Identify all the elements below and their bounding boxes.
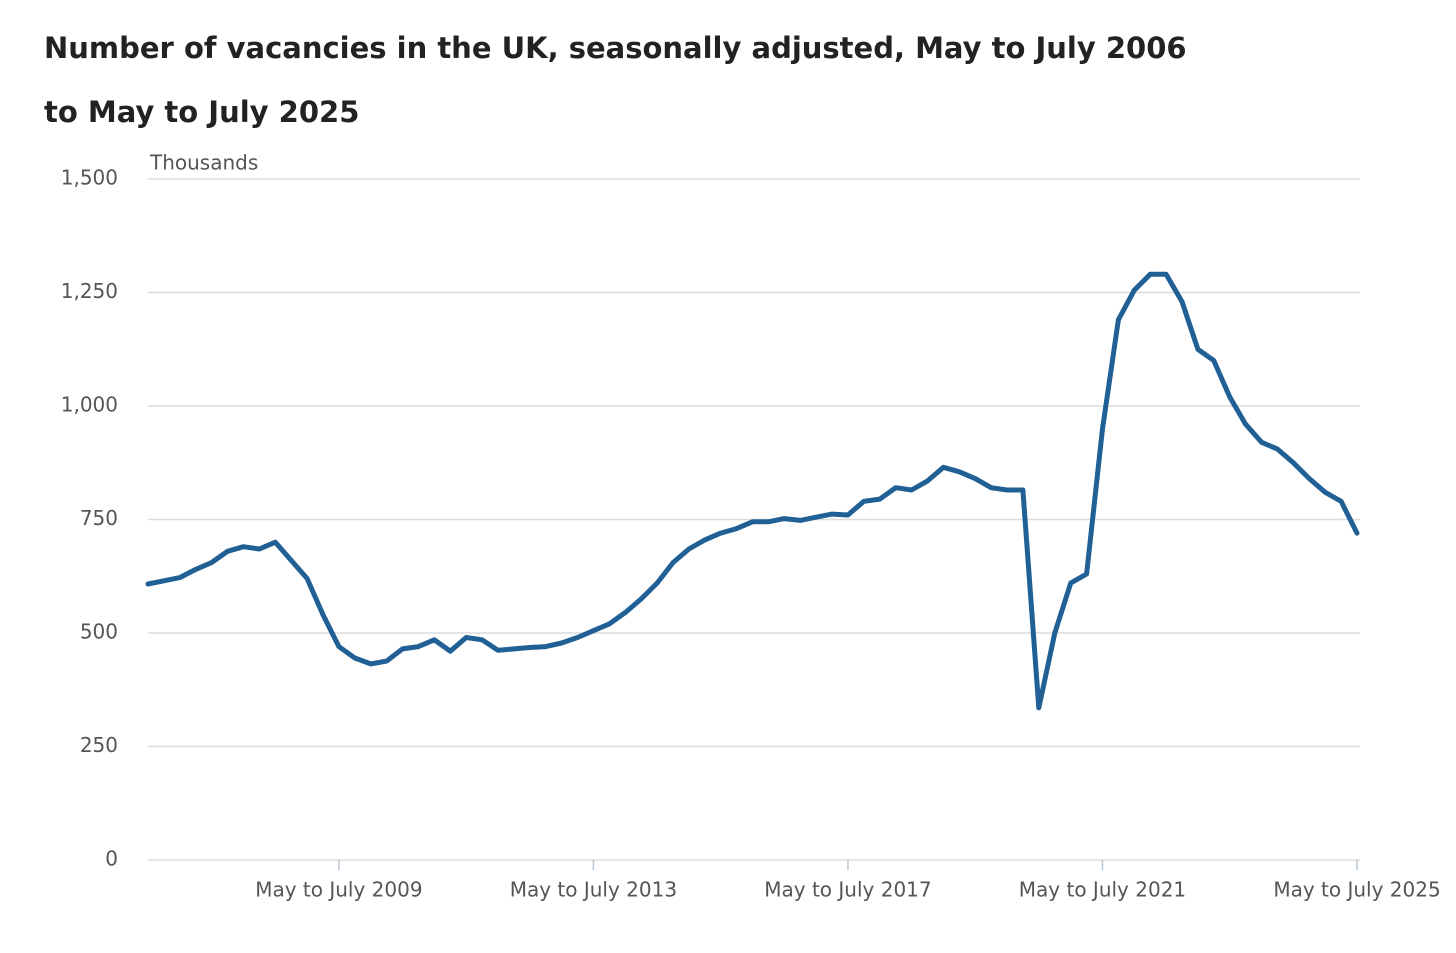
y-axis-label: Thousands [149,151,258,175]
y-tick-label: 1,500 [61,166,118,190]
data-line [145,271,1360,711]
y-tick-label: 500 [80,620,118,644]
x-tick-label: May to July 2021 [1019,878,1186,902]
y-tick-label: 1,000 [61,393,118,417]
y-tick-label: 250 [80,733,118,757]
x-tick-label: May to July 2013 [510,878,677,902]
y-tick-label: 1,250 [61,279,118,303]
x-tick-label: May to July 2025 [1273,878,1440,902]
y-tick-label: 0 [105,847,118,871]
x-tick-label: May to July 2017 [764,878,931,902]
y-tick-label: 750 [80,506,118,530]
x-tick-label: May to July 2009 [255,878,422,902]
chart-title: Number of vacancies in the UK, seasonall… [44,31,1187,129]
